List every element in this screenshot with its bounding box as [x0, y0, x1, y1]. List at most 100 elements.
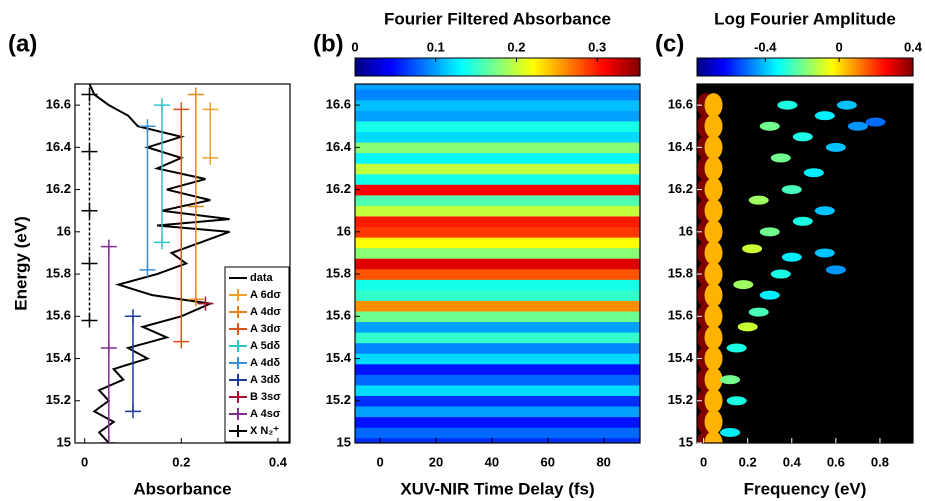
colorbar-segment	[575, 58, 581, 76]
x-axis-title: XUV-NIR Time Delay (fs)	[400, 479, 594, 498]
colorbar-segment	[745, 58, 749, 76]
heatmap-row	[355, 205, 640, 217]
amplitude-blob	[814, 248, 835, 258]
colorbar-title: Fourier Filtered Absorbance	[384, 9, 611, 28]
y-tick-label: 15.6	[326, 308, 351, 323]
colorbar-segment	[859, 58, 863, 76]
y-tick-label: 15.8	[668, 265, 693, 280]
colorbar-segment	[451, 58, 456, 76]
amplitude-blob	[704, 367, 723, 392]
colorbar-segment	[622, 58, 627, 76]
colorbar-segment	[568, 58, 573, 76]
y-tick-label: 16.4	[326, 139, 352, 154]
heatmap-row	[355, 163, 640, 175]
legend-box	[224, 266, 290, 443]
x-tick-label: 60	[541, 454, 555, 469]
colorbar-segment	[769, 58, 774, 76]
colorbar-segment	[415, 58, 420, 76]
colorbar-segment	[600, 58, 605, 76]
colorbar-segment	[880, 58, 884, 76]
x-tick-label: 0.6	[827, 454, 845, 469]
colorbar-segment	[533, 58, 538, 76]
legend-label: A 6dσ	[250, 289, 281, 301]
colorbar-segment	[376, 58, 381, 76]
x-tick-label: 20	[429, 454, 443, 469]
colorbar-segment	[826, 58, 830, 76]
colorbar-segment	[742, 58, 747, 76]
colorbar-segment	[818, 58, 822, 76]
amplitude-blob	[792, 132, 813, 142]
colorbar-segment	[705, 58, 709, 76]
amplitude-blob	[704, 388, 723, 413]
colorbar-segment	[796, 58, 801, 76]
colorbar-segment	[761, 58, 766, 76]
colorbar-segment	[636, 58, 641, 76]
data-line	[88, 84, 230, 443]
colorbar-segment	[558, 58, 563, 76]
colorbar-segment	[508, 58, 513, 76]
colorbar-segment	[511, 58, 516, 76]
legend-label: B 3sσ	[250, 391, 281, 403]
y-tick-label: 16	[679, 223, 693, 238]
plot-area	[355, 84, 640, 443]
heatmap-row	[355, 84, 640, 90]
colorbar-segment	[877, 58, 882, 76]
colorbar-segment	[764, 58, 768, 76]
y-tick-label: 15.2	[326, 392, 351, 407]
amplitude-blob	[726, 343, 747, 353]
heatmap-row	[355, 258, 640, 270]
plot-area	[81, 84, 230, 443]
colorbar-segment	[550, 58, 556, 76]
heatmap-row	[355, 363, 640, 375]
colorbar-tick-label: 0.1	[427, 39, 445, 54]
y-tick-label: 15.8	[46, 265, 71, 280]
colorbar-segment	[821, 58, 825, 76]
colorbar-segment	[529, 58, 534, 76]
amplitude-blob	[759, 121, 780, 131]
colorbar-segment	[607, 58, 613, 76]
colorbar-segment	[772, 58, 776, 76]
plot-frame	[354, 83, 641, 444]
colorbar-segment	[479, 58, 484, 76]
heatmap-row	[355, 311, 640, 323]
amplitude-blob	[777, 100, 798, 110]
legend-label: A 4dδ	[250, 357, 280, 369]
colorbar-segment	[721, 58, 725, 76]
amplitude-blob	[704, 114, 723, 139]
colorbar-segment	[583, 58, 588, 76]
amplitude-blob	[825, 142, 846, 152]
colorbar-segment	[394, 58, 399, 76]
colorbar-segment	[904, 58, 909, 76]
amplitude-blob	[704, 198, 723, 223]
colorbar-segment	[891, 58, 895, 76]
colorbar-segment	[554, 58, 559, 76]
heatmap-row	[355, 194, 640, 206]
colorbar-segment	[724, 58, 728, 76]
heatmap-row	[355, 353, 640, 365]
colorbar-segment	[461, 58, 467, 76]
colorbar-segment	[429, 58, 434, 76]
colorbar-segment	[597, 58, 602, 76]
y-tick-label: 15.4	[668, 350, 694, 365]
x-tick-label: 40	[485, 454, 499, 469]
amplitude-blob	[704, 346, 723, 371]
y-tick-label: 16.2	[46, 181, 71, 196]
colorbar-segment	[486, 58, 491, 76]
colorbar-segment	[710, 58, 714, 76]
panel-label: (b)	[313, 30, 344, 57]
x-tick-label: 80	[596, 454, 610, 469]
colorbar-segment	[379, 58, 385, 76]
y-tick-label: 15.2	[668, 392, 693, 407]
colorbar-segment	[813, 58, 817, 76]
colorbar-segment	[805, 58, 809, 76]
colorbar-segment	[355, 58, 360, 76]
colorbar-segment	[611, 58, 616, 76]
colorbar-segment	[387, 58, 392, 76]
heatmap-row	[355, 289, 640, 301]
amplitude-blob	[704, 219, 723, 244]
colorbar-segment	[788, 58, 793, 76]
colorbar-segment	[383, 58, 388, 76]
amplitude-blob	[704, 135, 723, 160]
colorbar-segment	[740, 58, 744, 76]
colorbar-segment	[401, 58, 406, 76]
